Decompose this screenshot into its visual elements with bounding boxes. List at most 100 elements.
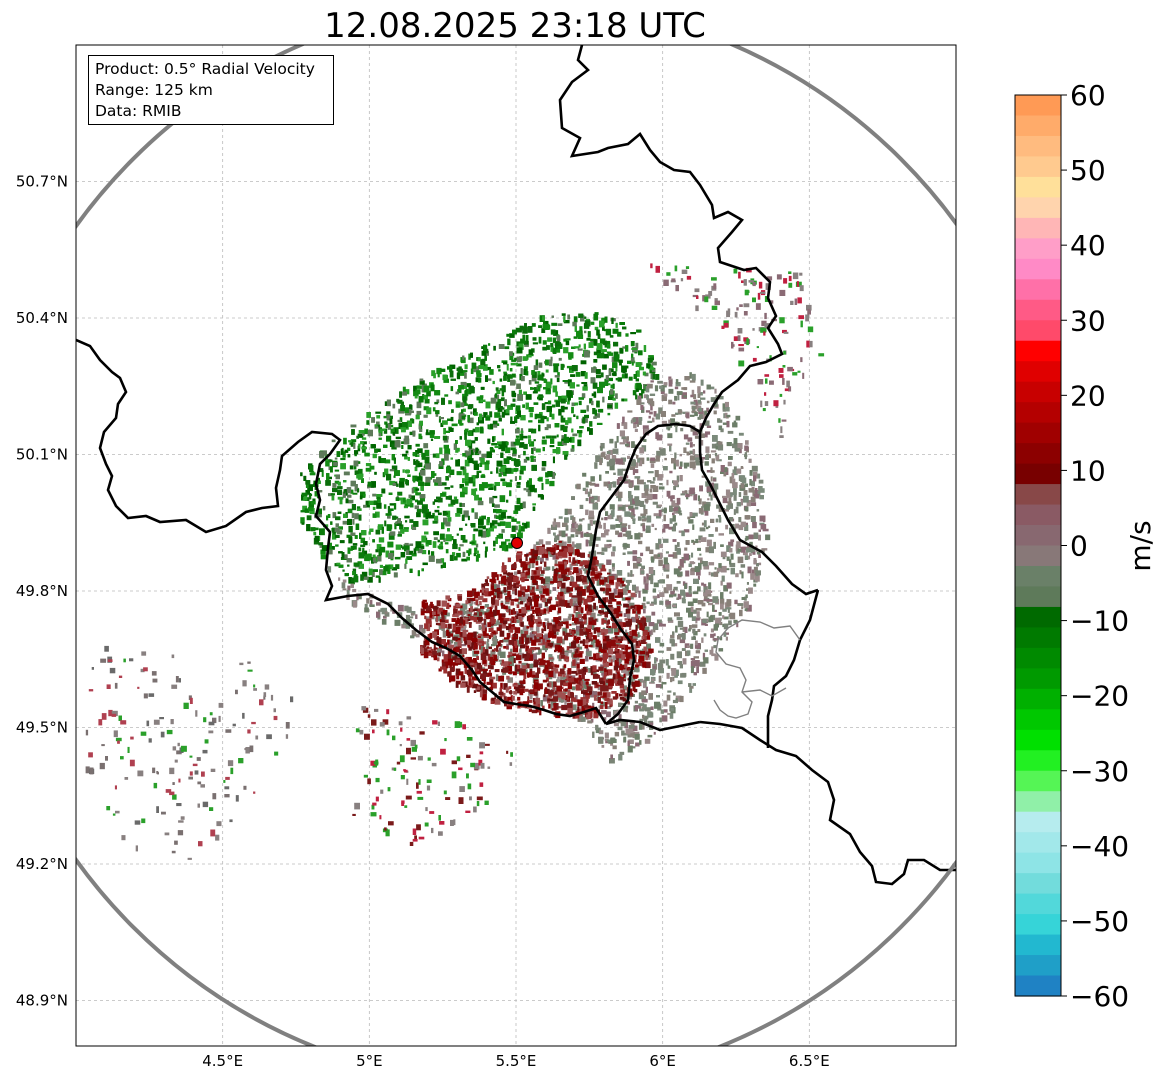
- echo-pixel: [723, 471, 727, 477]
- echo-pixel: [638, 417, 643, 421]
- echo-pixel: [642, 425, 649, 429]
- echo-pixel: [409, 519, 414, 523]
- echo-pixel: [384, 459, 391, 464]
- echo-pixel: [702, 667, 707, 674]
- echo-pixel: [688, 590, 692, 595]
- echo-pixel: [707, 525, 711, 528]
- echo-pixel: [713, 541, 716, 549]
- echo-pixel: [437, 648, 440, 656]
- echo-pixel: [640, 552, 644, 557]
- echo-pixel: [622, 468, 627, 472]
- echo-pixel: [643, 576, 646, 583]
- echo-pixel: [377, 497, 381, 503]
- echo-pixel: [505, 447, 511, 454]
- echo-pixel: [537, 371, 541, 376]
- echo-pixel: [710, 572, 715, 577]
- echo-pixel: [538, 336, 542, 344]
- echo-pixel: [750, 502, 757, 506]
- echo-pixel: [366, 412, 371, 418]
- echo-pixel: [337, 481, 341, 486]
- echo-pixel: [649, 393, 656, 396]
- echo-pixel: [557, 655, 561, 659]
- echo-pixel: [699, 485, 703, 492]
- echo-pixel: [532, 387, 535, 390]
- echo-pixel: [309, 465, 314, 472]
- echo-pixel: [729, 503, 733, 509]
- echo-pixel: [701, 602, 706, 607]
- echo-pixel: [658, 650, 664, 653]
- echo-pixel: [622, 552, 626, 555]
- echo-pixel: [615, 574, 618, 580]
- echo-pixel: [646, 601, 650, 605]
- echo-pixel: [406, 498, 413, 505]
- echo-pixel: [691, 616, 697, 621]
- echo-pixel: [467, 430, 472, 436]
- echo-pixel: [473, 463, 479, 470]
- echo-pixel: [722, 608, 727, 612]
- echo-pixel: [551, 315, 554, 318]
- echo-pixel: [658, 538, 662, 545]
- echo-pixel: [564, 652, 568, 657]
- echo-pixel: [500, 465, 507, 472]
- echo-pixel: [419, 380, 425, 385]
- echo-pixel: [442, 374, 448, 379]
- echo-pixel: [745, 535, 749, 541]
- echo-pixel: [584, 414, 589, 419]
- echo-pixel: [592, 702, 595, 708]
- echo-pixel: [591, 691, 598, 698]
- echo-pixel: [518, 524, 521, 531]
- echo-pixel: [641, 565, 645, 569]
- echo-pixel: [516, 619, 522, 623]
- echo-pixel: [514, 476, 517, 481]
- echo-pixel: [570, 374, 576, 377]
- echo-pixel: [428, 515, 435, 519]
- echo-pixel: [686, 607, 692, 613]
- echo-pixel: [493, 508, 498, 513]
- echo-pixel: [653, 411, 657, 417]
- echo-pixel: [400, 401, 404, 406]
- echo-pixel: [464, 479, 469, 486]
- echo-pixel: [736, 468, 742, 474]
- echo-pixel: [637, 516, 642, 521]
- echo-pixel: [625, 333, 629, 337]
- echo-pixel: [613, 355, 620, 362]
- echo-pixel: [584, 577, 589, 584]
- echo-pixel: [496, 460, 503, 467]
- echo-pixel: [455, 654, 460, 662]
- echo-pixel: [354, 535, 358, 539]
- echo-pixel: [619, 359, 622, 366]
- echo-pixel: [726, 505, 730, 510]
- echo-pixel: [605, 739, 609, 744]
- echo-pixel: [525, 593, 530, 600]
- echo-pixel: [500, 397, 505, 402]
- echo-pixel: [351, 577, 355, 583]
- echo-pixel: [619, 476, 623, 482]
- echo-pixel: [506, 499, 509, 503]
- echo-pixel: [606, 545, 611, 549]
- echo-pixel: [620, 721, 627, 727]
- echo-pixel: [493, 584, 497, 590]
- echo-pixel: [753, 471, 758, 479]
- echo-pixel: [694, 566, 700, 573]
- echo-pixel: [638, 590, 641, 598]
- echo-pixel: [423, 443, 429, 449]
- echo-pixel: [725, 407, 730, 412]
- echo-pixel: [499, 651, 506, 658]
- echo-pixel: [577, 430, 583, 434]
- echo-pixel: [706, 407, 709, 413]
- echo-pixel: [693, 494, 698, 501]
- echo-pixel: [512, 453, 517, 457]
- echo-pixel: [513, 442, 516, 445]
- echo-pixel: [354, 513, 359, 520]
- echo-pixel: [693, 672, 697, 676]
- echo-pixel: [635, 388, 639, 392]
- echo-pixel: [507, 405, 513, 410]
- echo-pixel: [474, 601, 477, 605]
- echo-pixel: [392, 610, 396, 614]
- echo-pixel: [606, 559, 612, 565]
- echo-pixel: [501, 509, 508, 513]
- echo-pixel: [407, 550, 414, 555]
- echo-pixel: [357, 488, 360, 493]
- echo-pixel: [550, 356, 553, 362]
